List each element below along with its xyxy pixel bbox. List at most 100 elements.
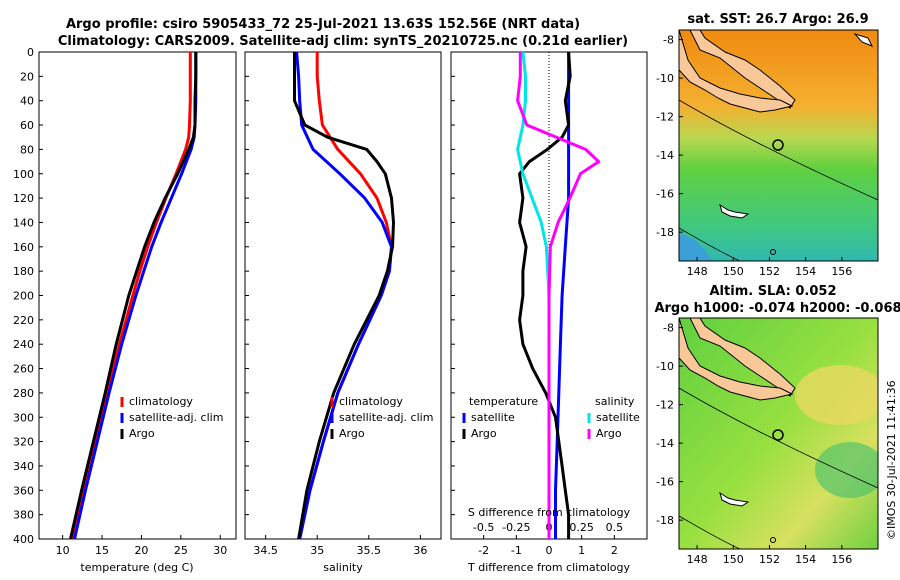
island [770, 249, 776, 255]
legend-argo-label: Argo [129, 427, 155, 440]
island [853, 33, 874, 47]
land-png-mainland [679, 30, 794, 113]
map-y-tick-label: -16 [656, 188, 674, 201]
y-tick-label: 160 [13, 241, 34, 254]
x-tick-label: 36 [413, 544, 427, 557]
bathymetry-contour [679, 387, 878, 489]
legend-argo-label: Argo [339, 427, 365, 440]
series-temperature-satellite [554, 52, 571, 539]
difference-legend-salinity: salinity satellite Argo [587, 395, 640, 440]
legend-s-satellite-label: satellite [596, 411, 640, 424]
map-y-tick-label: -10 [656, 72, 674, 85]
x-tick-label: 30 [213, 544, 227, 557]
land-png-peninsula [679, 30, 796, 109]
legend-salinity-title: salinity [595, 395, 635, 408]
x-tick-label: -1 [511, 544, 522, 557]
y-tick-label: 240 [13, 338, 34, 351]
sst-map: sat. SST: 26.7 Argo: 26.9 [656, 12, 879, 278]
y-tick-label: 340 [13, 460, 34, 473]
figure-title-line1: Argo profile: csiro 5905433_72 25-Jul-20… [66, 17, 580, 32]
map-y-tick-label: -16 [656, 476, 674, 489]
y-tick-label: 380 [13, 509, 34, 522]
sla-high-region [795, 365, 878, 425]
legend-climatology-label: climatology [129, 395, 193, 408]
imos-credit: ©IMOS 30-Jul-2021 11:41:36 [885, 380, 898, 540]
legend-satellite-label: satellite-adj. clim [339, 411, 433, 424]
series-temperature-argo [518, 51, 572, 539]
difference-panel: -2 -1 0 1 2-0.5 -0.25 0 0.25 0.5 T difference fr… [450, 51, 648, 574]
argo-position-marker [772, 139, 784, 151]
island [770, 537, 776, 543]
temperature-panel: 10 15 20 25 30020406080100120140160180200220… [13, 46, 237, 574]
x2-tick-label: -0.25 [502, 521, 530, 534]
sla-low-region [815, 442, 878, 498]
map-y-tick-label: -14 [656, 149, 674, 162]
salinity-legend: climatology satellite-adj. clim Argo [330, 395, 433, 440]
s-difference-xlabel: S difference from climatology [468, 506, 631, 519]
x2-tick-label: 0.25 [569, 521, 594, 534]
sst-field [679, 30, 878, 261]
map-y-tick-label: -10 [656, 360, 674, 373]
salinity-plot-frame [244, 51, 442, 540]
map-y-tick-label: -8 [663, 322, 674, 335]
salinity-xlabel: salinity [323, 561, 363, 574]
sla-field [679, 318, 878, 549]
salinity-panel: 34.5 35 35.5 36 salinity climatology satell… [244, 51, 442, 574]
y-tick-label: 280 [13, 387, 34, 400]
sla-map-title2: Argo h1000: -0.074 h2000: -0.068 [654, 301, 900, 316]
y-tick-label: 200 [13, 290, 34, 303]
legend-satellite-label: satellite-adj. clim [129, 411, 223, 424]
map-x-tick-label: 152 [759, 553, 780, 566]
y-tick-label: 40 [20, 95, 34, 108]
temperature-legend: climatology satellite-adj. clim Argo [120, 395, 223, 440]
map-x-tick-label: 148 [687, 265, 708, 278]
island [719, 491, 750, 507]
sla-map: Altim. SLA: 0.052 Argo h1000: -0.074 h20… [654, 284, 900, 566]
legend-temperature-title: temperature [469, 395, 538, 408]
x-tick-label: 1 [578, 544, 585, 557]
sla-map-title: Altim. SLA: 0.052 [710, 284, 837, 299]
map-x-tick-label: 150 [723, 553, 744, 566]
y-tick-label: 140 [13, 216, 34, 229]
map-x-tick-label: 152 [759, 265, 780, 278]
map-y-tick-label: -12 [656, 111, 674, 124]
y-tick-label: 220 [13, 314, 34, 327]
map-y-tick-label: -8 [663, 34, 674, 47]
deep-water-patch [679, 232, 712, 261]
sst-map-title: sat. SST: 26.7 Argo: 26.9 [687, 12, 868, 27]
y-tick-label: 0 [27, 46, 34, 59]
y-tick-label: 260 [13, 363, 34, 376]
map-y-tick-label: -18 [656, 514, 674, 527]
map-x-tick-label: 156 [831, 265, 852, 278]
map-x-tick-label: 148 [687, 553, 708, 566]
legend-climatology-label: climatology [339, 395, 403, 408]
map-x-tick-label: 156 [831, 553, 852, 566]
legend-t-argo-label: Argo [471, 427, 497, 440]
map-x-tick-label: 150 [723, 265, 744, 278]
argo-position-marker [772, 429, 784, 441]
x-tick-label: 25 [174, 544, 188, 557]
x-tick-label: -2 [478, 544, 489, 557]
x-tick-label: 35.5 [357, 544, 382, 557]
legend-s-argo-label: Argo [596, 427, 622, 440]
y-tick-label: 80 [20, 143, 34, 156]
y-tick-label: 100 [13, 168, 34, 181]
series-argo [69, 52, 198, 540]
x-tick-label: 2 [611, 544, 618, 557]
t-difference-xlabel: T difference from climatology [467, 561, 630, 574]
x2-tick-label: 0.5 [606, 521, 624, 534]
series-salinity-argo [516, 52, 601, 539]
y-tick-label: 320 [13, 436, 34, 449]
x-tick-label: 0 [546, 544, 553, 557]
map-x-tick-label: 154 [795, 265, 816, 278]
figure-title-line2: Climatology: CARS2009. Satellite-adj cli… [58, 34, 628, 49]
y-tick-label: 400 [13, 533, 34, 546]
island [719, 203, 750, 219]
x-tick-label: 20 [134, 544, 148, 557]
sla-map-frame [678, 317, 879, 550]
sst-map-frame [678, 29, 879, 262]
map-y-tick-label: -14 [656, 437, 674, 450]
land-png-mainland [679, 318, 794, 401]
x-tick-label: 35 [310, 544, 324, 557]
